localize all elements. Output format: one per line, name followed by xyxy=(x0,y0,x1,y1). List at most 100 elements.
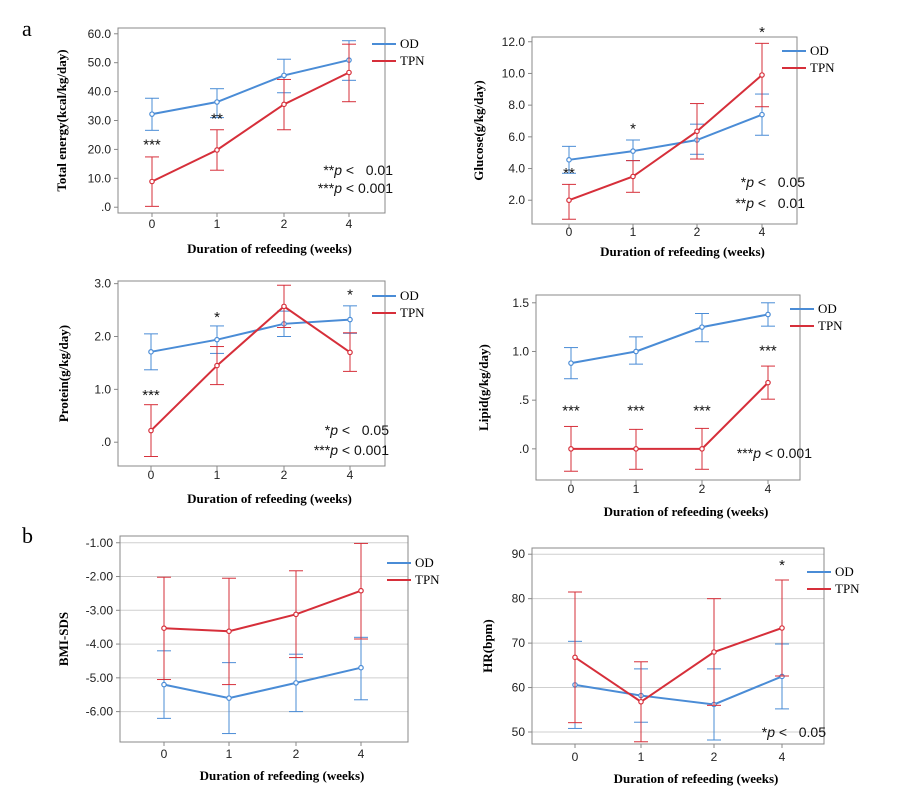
hr-ytick-label-3: 80 xyxy=(512,592,526,606)
energy-tpn-point-1 xyxy=(214,147,220,153)
protein-od-point-3 xyxy=(347,316,353,323)
glucose-xtick-label-0: 0 xyxy=(566,225,573,239)
energy-ytick-label-5: 50.0 xyxy=(88,56,112,70)
energy-pvalue-note-1: ***p < 0.001 xyxy=(318,180,393,196)
lipid-plot-frame xyxy=(535,294,801,481)
energy-tpn-point-3 xyxy=(346,69,352,76)
bmi-od-point-2 xyxy=(293,680,299,686)
lipid-ytick-label-1: .5 xyxy=(519,393,529,407)
lipid-tpn-point-0 xyxy=(568,446,574,452)
hr-legend-label-od: OD xyxy=(835,564,854,579)
hr-legend-label-tpn: TPN xyxy=(835,581,860,596)
lipid-od-point-3 xyxy=(765,311,771,318)
protein-tpn-point-3 xyxy=(347,349,353,356)
bmi-ytick-label-2: -4.00 xyxy=(86,637,114,651)
glucose-xtick-label-2: 2 xyxy=(694,225,701,239)
protein-pvalue-note-1: ***p < 0.001 xyxy=(314,442,389,458)
bmi-plot-frame xyxy=(119,535,409,743)
bmi-od-point-0 xyxy=(161,681,167,688)
lipid-pvalue-note-0: ***p < 0.001 xyxy=(737,445,812,461)
protein-ytick-label-2: 2.0 xyxy=(94,330,111,344)
lipid-tpn-point-1 xyxy=(633,446,639,452)
lipid-tpn-line xyxy=(571,381,769,450)
glucose-ytick-label-3: 8.0 xyxy=(508,98,525,112)
glucose-tpn-line xyxy=(568,74,763,202)
hr-ytick-label-0: 50 xyxy=(512,725,526,739)
glucose-legend-label-tpn: TPN xyxy=(810,60,835,75)
bmi-tpn-point-1 xyxy=(226,628,232,635)
glucose-x-axis-title: Duration of refeeding (weeks) xyxy=(600,244,765,259)
energy-od-line xyxy=(151,59,350,116)
energy-significance-marker-1: ** xyxy=(211,110,223,127)
glucose-tpn-point-0 xyxy=(566,197,572,204)
protein-od-point-0 xyxy=(148,349,154,355)
hr-xtick-label-1: 1 xyxy=(638,750,645,764)
hr-tpn-point-2 xyxy=(711,649,717,655)
protein-xtick-label-0: 0 xyxy=(148,468,155,482)
bmi-od-point-1 xyxy=(226,695,232,701)
glucose-od-line xyxy=(568,113,763,161)
glucose-ytick-label-5: 12.0 xyxy=(502,35,526,49)
glucose-ytick-label-4: 10.0 xyxy=(502,66,526,80)
energy-ytick-label-4: 40.0 xyxy=(88,85,112,99)
bmi-tpn-point-0 xyxy=(161,625,167,631)
bmi-ytick-label-4: -2.00 xyxy=(86,570,114,584)
energy-ytick-label-2: 20.0 xyxy=(88,142,112,156)
glucose-tpn-point-1 xyxy=(630,173,636,180)
protein-ytick-label-3: 3.0 xyxy=(94,277,111,291)
hr-y-axis-title: HR(bpm) xyxy=(480,619,495,672)
lipid-tpn-point-2 xyxy=(699,446,705,452)
energy-ytick-label-1: 10.0 xyxy=(88,171,112,185)
lipid-x-axis-title: Duration of refeeding (weeks) xyxy=(604,504,769,519)
bmi-xtick-label-1: 1 xyxy=(226,747,233,761)
glucose-ytick-label-0: 2.0 xyxy=(508,193,525,207)
energy-legend-label-tpn: TPN xyxy=(400,53,425,68)
bmi-od-line xyxy=(163,666,362,700)
energy-od-point-1 xyxy=(214,99,220,105)
bmi-xtick-label-0: 0 xyxy=(161,747,168,761)
energy-od-point-0 xyxy=(149,111,155,117)
protein-tpn-point-1 xyxy=(214,362,220,369)
bmi-xtick-label-3: 4 xyxy=(358,747,365,761)
lipid-xtick-label-1: 1 xyxy=(633,482,640,496)
bmi-ytick-label-5: -1.00 xyxy=(86,536,114,550)
bmi-ytick-label-3: -3.00 xyxy=(86,603,114,617)
energy-ytick-label-0: .0 xyxy=(101,200,111,214)
lipid-significance-marker-2: *** xyxy=(693,403,711,420)
protein-significance-marker-2: * xyxy=(347,287,353,304)
hr-tpn-point-3 xyxy=(779,625,785,631)
bmi-tpn-point-3 xyxy=(358,587,364,594)
bmi-od-point-3 xyxy=(358,664,364,671)
glucose-plot-frame xyxy=(531,36,798,225)
hr-pvalue-note-0: *p < 0.05 xyxy=(762,724,826,740)
hr-plot-frame xyxy=(531,547,825,745)
protein-tpn-point-0 xyxy=(148,427,154,434)
chart-protein: .0 1.0 2.0 3.0 0 1 2 4 Duration of refeeding (we… xyxy=(56,277,425,506)
chart-bmi: -6.00 -5.00 -4.00 -3.00 -2.00 -1.00 0 1 2 4 Durati… xyxy=(56,535,440,783)
bmi-ytick-label-0: -6.00 xyxy=(86,705,114,719)
protein-significance-marker-1: * xyxy=(214,309,220,326)
energy-tpn-point-0 xyxy=(149,178,155,185)
lipid-significance-marker-0: *** xyxy=(562,403,580,420)
lipid-y-axis-title: Lipid(g/kg/day) xyxy=(476,344,491,431)
protein-plot-frame xyxy=(117,280,386,467)
glucose-od-point-1 xyxy=(630,148,636,154)
glucose-pvalue-note-1: **p < 0.01 xyxy=(735,195,805,211)
energy-tpn-point-2 xyxy=(281,101,287,108)
lipid-ytick-label-3: 1.5 xyxy=(512,296,529,310)
energy-xtick-label-1: 1 xyxy=(214,217,221,231)
energy-x-axis-title: Duration of refeeding (weeks) xyxy=(187,241,352,256)
panel-letter-a: a xyxy=(22,16,32,41)
glucose-pvalue-note-0: *p < 0.05 xyxy=(741,174,805,190)
hr-tpn-line xyxy=(574,627,783,703)
lipid-legend-label-od: OD xyxy=(818,301,837,316)
energy-legend-label-od: OD xyxy=(400,36,419,51)
hr-significance-marker-0: * xyxy=(779,557,785,574)
bmi-tpn-point-2 xyxy=(293,611,299,618)
glucose-significance-marker-2: * xyxy=(759,24,765,41)
bmi-y-axis-title: BMI-SDS xyxy=(56,612,71,666)
energy-ytick-label-6: 60.0 xyxy=(88,27,112,41)
chart-lipid: .0 .5 1.0 1.5 0 1 2 4 Duration of refeeding (wee… xyxy=(476,294,843,519)
energy-xtick-label-2: 2 xyxy=(281,217,288,231)
